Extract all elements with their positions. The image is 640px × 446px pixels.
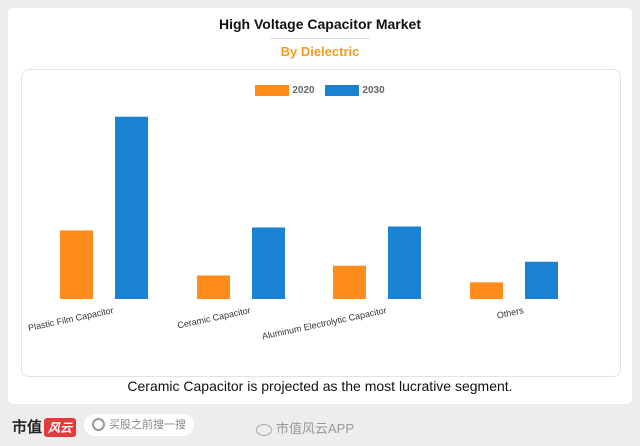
chart-card: High Voltage Capacitor Market By Dielect… (8, 8, 632, 404)
wechat-account: 市值风云APP (256, 418, 354, 437)
brand-logo[interactable]: 市值 风云 (12, 416, 77, 437)
title-divider (270, 38, 370, 39)
bar-ceramic-capacitor-2020[interactable] (197, 275, 230, 299)
chart-subtitle: By Dielectric (280, 44, 360, 59)
bar-aluminum-electrolytic-capacitor-2030[interactable] (388, 226, 421, 299)
legend-item-2020[interactable]: 2020 (255, 85, 315, 96)
chart-legend: 2020 2030 (8, 85, 632, 96)
search-icon (92, 417, 105, 431)
bar-chart-svg: Plastic Film Capacitor Ceramic Capacitor A… (27, 116, 558, 341)
x-tick-label-plastic-film-capacitor: Plastic Film Capacitor (27, 305, 114, 333)
bar-others-2030[interactable] (525, 261, 558, 299)
search-box[interactable]: 买股之前搜一搜 (84, 414, 194, 436)
chart-title: High Voltage Capacitor Market (218, 16, 421, 32)
wechat-icon (256, 423, 272, 436)
search-placeholder: 买股之前搜一搜 (109, 419, 186, 431)
wechat-label: 市值风云APP (276, 421, 355, 436)
bar-ceramic-capacitor-2030[interactable] (252, 227, 285, 299)
x-tick-label-others: Others (496, 305, 525, 321)
legend-label-2020: 2020 (292, 85, 315, 96)
bar-plastic-film-capacitor-2020[interactable] (60, 230, 93, 299)
legend-swatch-2020 (255, 85, 290, 96)
footer-bar: 市值 风云 买股之前搜一搜 市值风云APP (0, 404, 640, 446)
chart-caption: Ceramic Capacitor is projected as the mo… (127, 378, 513, 394)
x-tick-label-aluminum-electrolytic-capacitor: Aluminum Electrolytic Capacitor (261, 305, 387, 341)
legend-swatch-2030 (325, 85, 360, 96)
legend-label-2030: 2030 (362, 85, 385, 96)
legend-item-2030[interactable]: 2030 (325, 85, 385, 96)
brand-text: 市值 (12, 419, 43, 436)
bar-others-2020[interactable] (470, 282, 503, 299)
bar-plastic-film-capacitor-2030[interactable] (115, 116, 148, 299)
brand-badge: 风云 (44, 418, 77, 437)
bar-aluminum-electrolytic-capacitor-2020[interactable] (333, 265, 366, 299)
x-tick-label-ceramic-capacitor: Ceramic Capacitor (176, 305, 251, 330)
